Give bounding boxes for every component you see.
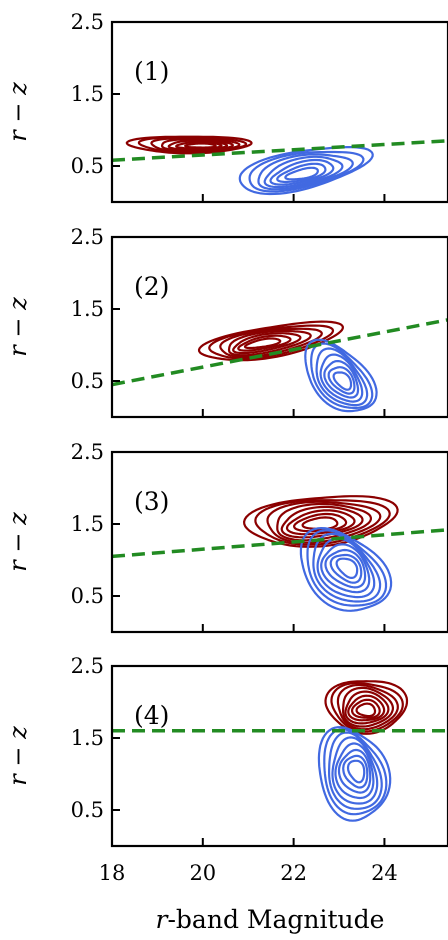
contour-level (269, 158, 335, 186)
contour-level (323, 728, 388, 816)
contour-level (263, 155, 344, 189)
contour-series-faint_contour (304, 338, 378, 413)
contour-level (337, 748, 372, 794)
panel-label: (3) (134, 487, 169, 516)
x-axis-label-variable: r (156, 905, 170, 934)
contour-level (342, 686, 394, 728)
contour-level (184, 142, 217, 149)
contour-level (342, 754, 369, 789)
contour-level (306, 529, 388, 607)
y-tick-label: 2.5 (71, 225, 104, 249)
y-tick-label: 1.5 (71, 726, 104, 750)
contour-level (327, 366, 356, 395)
contour-level (351, 698, 381, 719)
panel-frame (110, 450, 448, 634)
panel-plot-area (112, 318, 448, 413)
panel-plot-area (112, 495, 448, 612)
panel-label: (4) (134, 701, 169, 730)
contour-series-faint_contour (317, 726, 392, 822)
contour-level (243, 337, 282, 350)
contour-series-faint_contour (238, 146, 374, 196)
divider-line (112, 528, 448, 559)
divider-line (112, 318, 448, 387)
contour-level (317, 726, 392, 822)
y-tick-label: 0.5 (71, 154, 104, 178)
y-tick-label: 2.5 (71, 654, 104, 678)
x-axis-label-text: -band Magnitude (167, 905, 384, 934)
contour-level (323, 360, 360, 399)
y-tick-label: 0.5 (71, 369, 104, 393)
x-tick-label: 22 (280, 861, 307, 885)
contour-level (324, 680, 409, 735)
contour-level (237, 334, 292, 352)
contour-level (324, 548, 367, 589)
contour-level (320, 543, 371, 594)
contour-level (346, 759, 366, 784)
y-tick-label: 1.5 (71, 297, 104, 321)
contour-level (232, 332, 302, 355)
contour-level (328, 731, 383, 810)
x-tick-label: 20 (189, 861, 216, 885)
contour-series-bright_contour (324, 680, 409, 735)
contour-series-bright_contour (243, 495, 399, 548)
panel-4: 2.5 1.5 0.5 18 20 22 24 r − z (4) (4, 654, 448, 885)
contour-level (315, 347, 369, 407)
y-axis-label: r − z (4, 726, 32, 786)
contour-level (319, 353, 364, 403)
panel-plot-area (112, 680, 448, 822)
y-axis-label: r − z (4, 512, 32, 572)
panel-frame (110, 20, 448, 204)
y-axis-label: r − z (4, 297, 32, 357)
contour-level (310, 342, 374, 409)
y-axis-label: r − z (4, 82, 32, 142)
contour-level (197, 320, 344, 362)
contour-series-faint_contour (299, 526, 393, 612)
contour-level (243, 495, 399, 548)
contour-level (355, 702, 377, 718)
panel-3: 2.5 1.5 0.5 r − z (3) (4, 440, 448, 634)
y-tick-label: 0.5 (71, 584, 104, 608)
x-tick-label: 24 (371, 861, 398, 885)
contour-level (334, 742, 375, 800)
y-tick-label: 1.5 (71, 82, 104, 106)
contour-level (276, 162, 327, 184)
contour-level (304, 338, 378, 413)
y-tick-label: 0.5 (71, 798, 104, 822)
contour-level (299, 526, 393, 612)
contour-level (284, 166, 319, 181)
panels-group: 2.5 1.5 0.5 r − z (1) 2.5 1.5 0.5 r − z (2) 2.5 1.5… (4, 10, 448, 885)
panel-label: (1) (134, 57, 169, 86)
contour-level (312, 532, 382, 603)
panel-label: (2) (134, 272, 169, 301)
contour-level (332, 371, 353, 391)
panel-frame (110, 235, 448, 419)
svg-text:r-band Magnitude: r-band Magnitude (156, 905, 385, 934)
contour-level (331, 736, 379, 805)
panel-2: 2.5 1.5 0.5 r − z (2) (4, 225, 448, 419)
contour-level (316, 537, 376, 599)
x-tick-label: 18 (99, 861, 126, 885)
divider-line (112, 139, 448, 162)
y-tick-label: 2.5 (71, 10, 104, 34)
contour-level (347, 694, 386, 722)
panel-frame (110, 664, 448, 848)
contour-level (227, 329, 312, 357)
contour-level (329, 553, 363, 584)
x-axis-label: r-band Magnitude (156, 905, 385, 934)
panel-plot-area (112, 135, 448, 196)
contour-level (330, 681, 404, 733)
y-tick-label: 2.5 (71, 440, 104, 464)
panel-1: 2.5 1.5 0.5 r − z (1) (4, 10, 448, 204)
y-tick-label: 1.5 (71, 512, 104, 536)
contour-series-bright_contour (125, 135, 253, 155)
contour-level (335, 557, 359, 580)
contour-level (344, 690, 390, 725)
contour-level (336, 683, 399, 731)
contour-level (257, 153, 354, 191)
contour-level (248, 150, 365, 193)
